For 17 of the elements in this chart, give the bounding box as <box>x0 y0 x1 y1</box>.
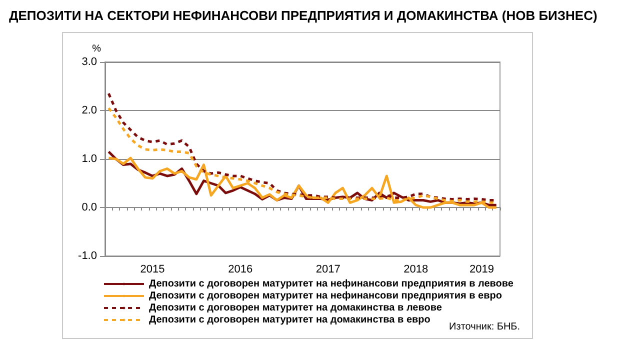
chart-title: ДЕПОЗИТИ НА СЕКТОРИ НЕФИНАНСОВИ ПРЕДПРИЯТИЯ И ДОМАКИНСТВА (НОВ БИЗНЕС) <box>9 8 598 23</box>
legend-label: Депозити с договорен матуритет на домакинства в евро <box>149 314 430 326</box>
y-tick-label: 3.0 <box>82 56 97 68</box>
x-tick-label: 2018 <box>404 264 428 276</box>
y-axis-title: % <box>92 44 102 54</box>
y-tick-label: 1.0 <box>82 153 97 165</box>
legend-label: Депозити с договорен матуритет на нефинансови предприятия в евро <box>149 290 502 302</box>
y-tick-label: -1.0 <box>78 250 97 262</box>
y-tick-label: 2.0 <box>82 104 97 116</box>
x-tick-label: 2016 <box>228 264 253 276</box>
x-tick-label: 2015 <box>140 264 165 276</box>
x-tick-label: 2019 <box>469 264 494 276</box>
text: Източник: БНБ. <box>449 322 520 332</box>
legend-label: Депозити с договорен матуритет на домакинства в левове <box>149 302 442 314</box>
x-tick-label: 2017 <box>316 264 340 276</box>
legend-label: Депозити с договорен матуритет на нефинансови предприятия в левове <box>149 278 514 290</box>
y-tick-label: 0.0 <box>82 202 97 214</box>
